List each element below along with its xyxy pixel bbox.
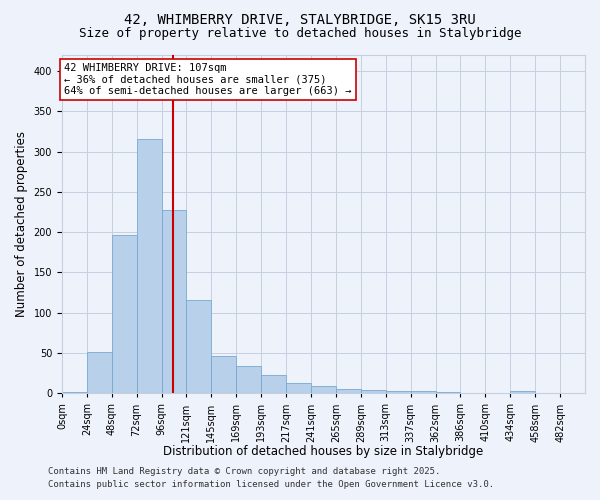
Text: 42, WHIMBERRY DRIVE, STALYBRIDGE, SK15 3RU: 42, WHIMBERRY DRIVE, STALYBRIDGE, SK15 3… — [124, 12, 476, 26]
Y-axis label: Number of detached properties: Number of detached properties — [15, 131, 28, 317]
X-axis label: Distribution of detached houses by size in Stalybridge: Distribution of detached houses by size … — [163, 444, 484, 458]
Text: Size of property relative to detached houses in Stalybridge: Size of property relative to detached ho… — [79, 28, 521, 40]
Text: 42 WHIMBERRY DRIVE: 107sqm
← 36% of detached houses are smaller (375)
64% of sem: 42 WHIMBERRY DRIVE: 107sqm ← 36% of deta… — [64, 63, 352, 96]
Text: Contains HM Land Registry data © Crown copyright and database right 2025.
Contai: Contains HM Land Registry data © Crown c… — [48, 468, 494, 489]
